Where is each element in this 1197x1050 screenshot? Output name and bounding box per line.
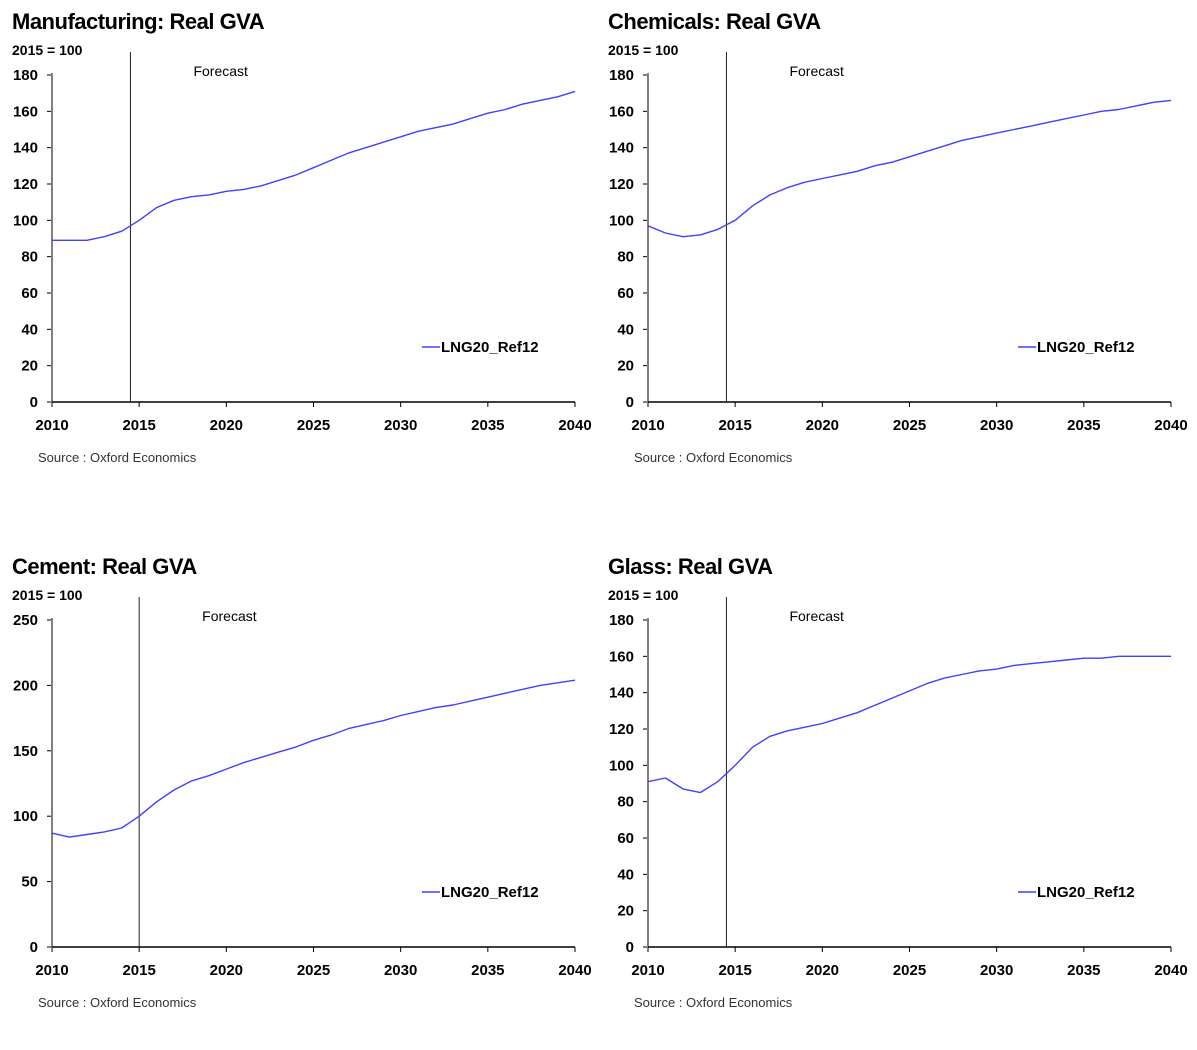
y-tick-label-cement: 50 xyxy=(21,874,38,891)
y-tick-label-chemicals: 20 xyxy=(617,358,634,375)
y-tick-label-chemicals: 60 xyxy=(617,285,634,302)
y-tick-label-chemicals: 160 xyxy=(609,103,634,120)
x-tick-label-glass: 2010 xyxy=(631,962,664,979)
forecast-label-cement: Forecast xyxy=(202,608,257,624)
y-tick-label-manufacturing: 160 xyxy=(13,103,38,120)
y-tick-label-glass: 120 xyxy=(609,721,634,738)
y-tick-label-cement: 250 xyxy=(13,612,38,629)
unit-label-cement: 2015 = 100 xyxy=(12,587,83,603)
x-tick-label-chemicals: 2035 xyxy=(1067,417,1100,434)
y-tick-label-manufacturing: 100 xyxy=(13,212,38,229)
source-label-cement: Source : Oxford Economics xyxy=(38,995,197,1010)
chart-panel-manufacturing: Manufacturing: Real GVA 2015 = 100 0 20 40 60… xyxy=(0,0,598,505)
chart-title-glass: Glass: Real GVA xyxy=(608,554,773,579)
y-tick-label-cement: 150 xyxy=(13,743,38,760)
x-tick-label-glass: 2035 xyxy=(1067,962,1100,979)
chart-title-chemicals: Chemicals: Real GVA xyxy=(608,9,821,34)
forecast-label-glass: Forecast xyxy=(789,608,844,624)
x-tick-label-cement: 2015 xyxy=(122,962,155,979)
y-tick-label-manufacturing: 20 xyxy=(21,358,38,375)
x-tick-label-cement: 2030 xyxy=(384,962,417,979)
chart-title-cement: Cement: Real GVA xyxy=(12,554,197,579)
chart-title-manufacturing: Manufacturing: Real GVA xyxy=(12,9,265,34)
forecast-label-chemicals: Forecast xyxy=(789,63,844,79)
y-tick-label-glass: 160 xyxy=(609,648,634,665)
x-tick-label-glass: 2015 xyxy=(718,962,751,979)
unit-label-manufacturing: 2015 = 100 xyxy=(12,42,83,58)
chart-cement-svg: Cement: Real GVA 2015 = 100 0 50 100 150 200 25… xyxy=(12,554,592,1010)
x-tick-label-chemicals: 2015 xyxy=(718,417,751,434)
source-label-glass: Source : Oxford Economics xyxy=(634,995,793,1010)
y-tick-label-chemicals: 80 xyxy=(617,249,634,266)
y-tick-label-chemicals: 180 xyxy=(609,67,634,84)
forecast-label-manufacturing: Forecast xyxy=(193,63,248,79)
series-line-glass xyxy=(647,655,1171,794)
y-tick-label-manufacturing: 80 xyxy=(21,249,38,266)
y-tick-label-glass: 20 xyxy=(617,903,634,920)
unit-label-glass: 2015 = 100 xyxy=(608,587,679,603)
y-tick-label-glass: 140 xyxy=(609,685,634,702)
y-tick-label-chemicals: 100 xyxy=(609,212,634,229)
unit-label-chemicals: 2015 = 100 xyxy=(608,42,679,58)
y-tick-label-chemicals: 0 xyxy=(626,394,634,411)
y-tick-label-manufacturing: 180 xyxy=(13,67,38,84)
y-tick-label-cement: 100 xyxy=(13,808,38,825)
x-tick-label-chemicals: 2010 xyxy=(631,417,664,434)
y-tick-label-chemicals: 120 xyxy=(609,176,634,193)
series-line-chemicals xyxy=(647,99,1172,238)
x-tick-label-chemicals: 2040 xyxy=(1154,417,1187,434)
series-line-cement xyxy=(51,679,576,838)
x-tick-label-manufacturing: 2035 xyxy=(471,417,504,434)
x-tick-label-manufacturing: 2015 xyxy=(122,417,155,434)
legend-label-manufacturing: LNG20_Ref12 xyxy=(441,339,539,356)
source-label-manufacturing: Source : Oxford Economics xyxy=(38,450,197,465)
y-tick-label-glass: 80 xyxy=(617,794,634,811)
x-tick-label-chemicals: 2020 xyxy=(806,417,839,434)
y-tick-label-manufacturing: 60 xyxy=(21,285,38,302)
x-tick-label-cement: 2020 xyxy=(210,962,243,979)
y-tick-label-glass: 180 xyxy=(609,612,634,629)
legend-label-chemicals: LNG20_Ref12 xyxy=(1037,339,1135,356)
x-tick-label-glass: 2040 xyxy=(1154,962,1187,979)
series-line-manufacturing xyxy=(52,90,576,242)
chart-panel-chemicals: Chemicals: Real GVA 2015 = 100 0 20 40 60 80 10… xyxy=(596,0,1194,505)
x-tick-label-manufacturing: 2040 xyxy=(558,417,591,434)
x-tick-label-glass: 2025 xyxy=(893,962,926,979)
x-tick-label-cement: 2035 xyxy=(471,962,504,979)
x-tick-label-glass: 2020 xyxy=(806,962,839,979)
legend-label-cement: LNG20_Ref12 xyxy=(441,884,539,901)
x-tick-label-cement: 2025 xyxy=(297,962,330,979)
legend-label-glass: LNG20_Ref12 xyxy=(1037,884,1135,901)
y-tick-label-glass: 40 xyxy=(617,866,634,883)
y-tick-label-cement: 200 xyxy=(13,677,38,694)
source-label-chemicals: Source : Oxford Economics xyxy=(634,450,793,465)
chart-panel-glass: Glass: Real GVA 2015 = 100 0 20 40 60 80 100 120… xyxy=(596,545,1194,1050)
y-tick-label-chemicals: 140 xyxy=(609,140,634,157)
y-tick-label-glass: 100 xyxy=(609,757,634,774)
x-tick-label-chemicals: 2025 xyxy=(893,417,926,434)
x-tick-label-cement: 2010 xyxy=(35,962,68,979)
x-tick-label-manufacturing: 2020 xyxy=(210,417,243,434)
y-tick-label-manufacturing: 0 xyxy=(30,394,38,411)
y-tick-label-manufacturing: 40 xyxy=(21,321,38,338)
x-tick-label-manufacturing: 2025 xyxy=(297,417,330,434)
y-tick-label-glass: 0 xyxy=(626,939,634,956)
y-tick-label-chemicals: 40 xyxy=(617,321,634,338)
y-tick-label-manufacturing: 140 xyxy=(13,140,38,157)
chart-panel-cement: Cement: Real GVA 2015 = 100 0 50 100 150 200 25… xyxy=(0,545,598,1050)
y-tick-label-glass: 60 xyxy=(617,830,634,847)
x-tick-label-manufacturing: 2010 xyxy=(35,417,68,434)
x-tick-label-glass: 2030 xyxy=(980,962,1013,979)
x-tick-label-chemicals: 2030 xyxy=(980,417,1013,434)
x-tick-label-cement: 2040 xyxy=(558,962,591,979)
y-tick-label-cement: 0 xyxy=(30,939,38,956)
y-tick-label-manufacturing: 120 xyxy=(13,176,38,193)
x-tick-label-manufacturing: 2030 xyxy=(384,417,417,434)
